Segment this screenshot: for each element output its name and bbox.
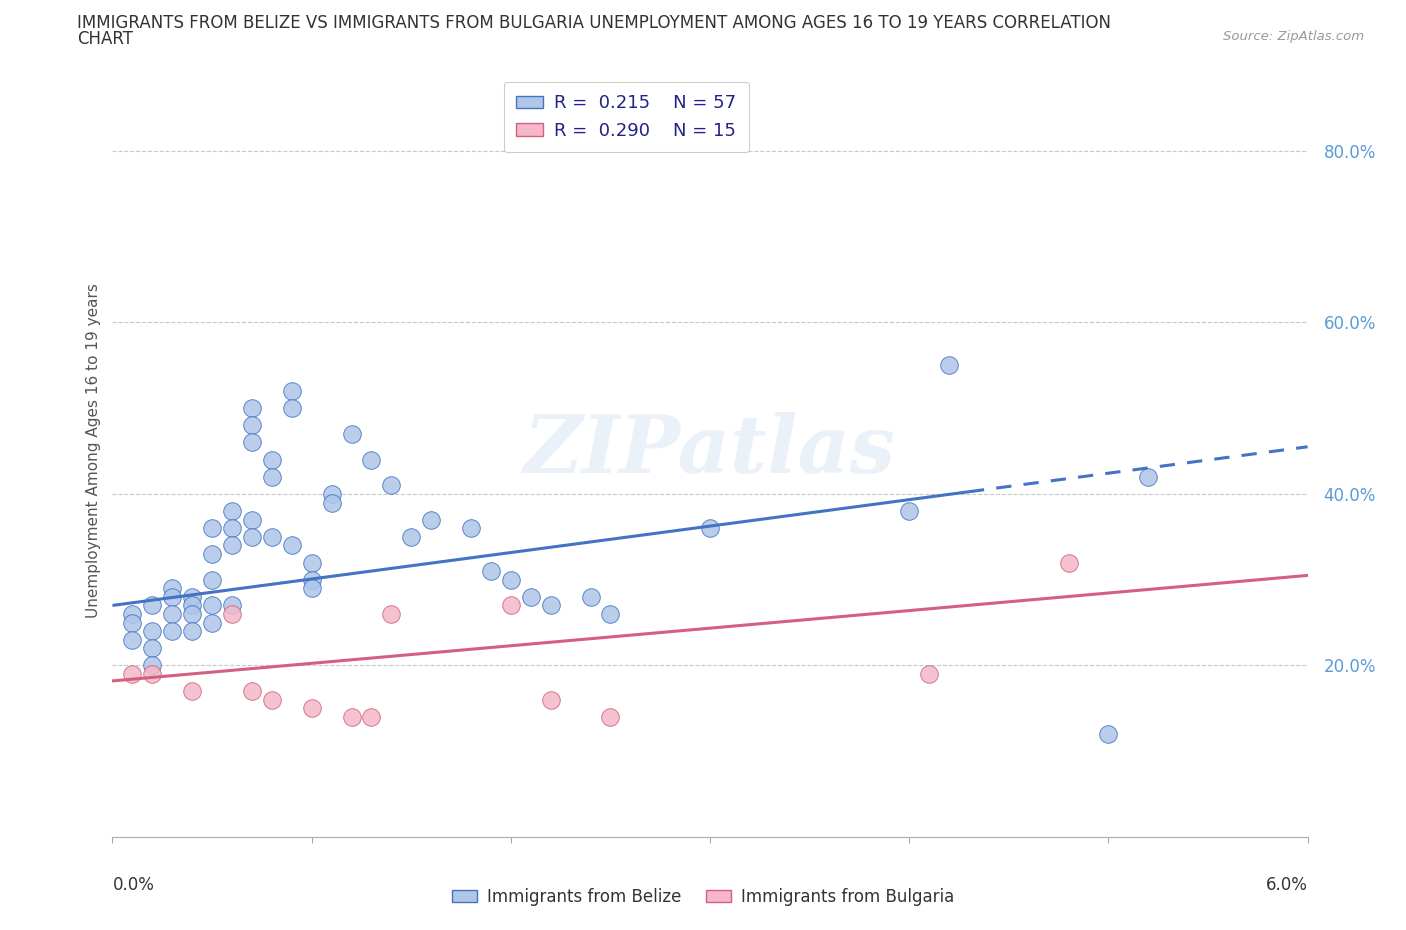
Point <box>141 658 163 673</box>
Point <box>141 641 163 656</box>
Point <box>240 418 263 432</box>
Point <box>301 581 323 596</box>
Point <box>121 667 143 682</box>
Point <box>579 590 602 604</box>
Point <box>201 615 224 630</box>
Point <box>321 495 343 510</box>
Point <box>121 615 143 630</box>
Point <box>201 598 224 613</box>
Point <box>321 486 343 501</box>
Point <box>201 572 224 587</box>
Point <box>121 632 143 647</box>
Point <box>141 598 163 613</box>
Point <box>420 512 443 527</box>
Point <box>181 684 204 698</box>
Legend: R =  0.215    N = 57, R =  0.290    N = 15: R = 0.215 N = 57, R = 0.290 N = 15 <box>503 82 749 153</box>
Point <box>360 710 382 724</box>
Point <box>162 624 183 639</box>
Point <box>141 667 163 682</box>
Point <box>1137 470 1160 485</box>
Point <box>181 606 204 621</box>
Point <box>121 606 143 621</box>
Point <box>240 529 263 544</box>
Point <box>301 701 323 716</box>
Point <box>479 564 502 578</box>
Point <box>699 521 721 536</box>
Point <box>499 572 522 587</box>
Point <box>181 590 204 604</box>
Point <box>162 590 183 604</box>
Point <box>1057 555 1080 570</box>
Point <box>460 521 482 536</box>
Point <box>301 555 323 570</box>
Point <box>181 598 204 613</box>
Point <box>340 427 363 442</box>
Point <box>221 538 243 552</box>
Text: 0.0%: 0.0% <box>112 876 155 894</box>
Text: CHART: CHART <box>77 30 134 47</box>
Point <box>221 606 243 621</box>
Point <box>221 504 243 519</box>
Point <box>260 529 283 544</box>
Point <box>201 521 224 536</box>
Point <box>281 383 304 398</box>
Point <box>918 667 941 682</box>
Point <box>260 692 283 707</box>
Text: ZIPatlas: ZIPatlas <box>524 412 896 490</box>
Point <box>240 401 263 416</box>
Point <box>281 401 304 416</box>
Point <box>240 512 263 527</box>
Point <box>181 624 204 639</box>
Point <box>240 684 263 698</box>
Point <box>162 581 183 596</box>
Point <box>540 692 562 707</box>
Point <box>221 521 243 536</box>
Point <box>599 606 621 621</box>
Point <box>599 710 621 724</box>
Point <box>380 478 402 493</box>
Point <box>301 572 323 587</box>
Point <box>938 358 960 373</box>
Point <box>141 624 163 639</box>
Point <box>898 504 921 519</box>
Text: Source: ZipAtlas.com: Source: ZipAtlas.com <box>1223 30 1364 43</box>
Point <box>162 606 183 621</box>
Point <box>260 452 283 467</box>
Point <box>360 452 382 467</box>
Point <box>201 547 224 562</box>
Point <box>221 598 243 613</box>
Point <box>380 606 402 621</box>
Text: 6.0%: 6.0% <box>1265 876 1308 894</box>
Point <box>520 590 543 604</box>
Point <box>401 529 423 544</box>
Point <box>540 598 562 613</box>
Point <box>260 470 283 485</box>
Point <box>281 538 304 552</box>
Point <box>240 435 263 450</box>
Point <box>1097 726 1119 741</box>
Legend: Immigrants from Belize, Immigrants from Bulgaria: Immigrants from Belize, Immigrants from … <box>446 881 960 912</box>
Text: IMMIGRANTS FROM BELIZE VS IMMIGRANTS FROM BULGARIA UNEMPLOYMENT AMONG AGES 16 TO: IMMIGRANTS FROM BELIZE VS IMMIGRANTS FRO… <box>77 14 1111 32</box>
Y-axis label: Unemployment Among Ages 16 to 19 years: Unemployment Among Ages 16 to 19 years <box>86 284 101 618</box>
Point <box>340 710 363 724</box>
Point <box>499 598 522 613</box>
